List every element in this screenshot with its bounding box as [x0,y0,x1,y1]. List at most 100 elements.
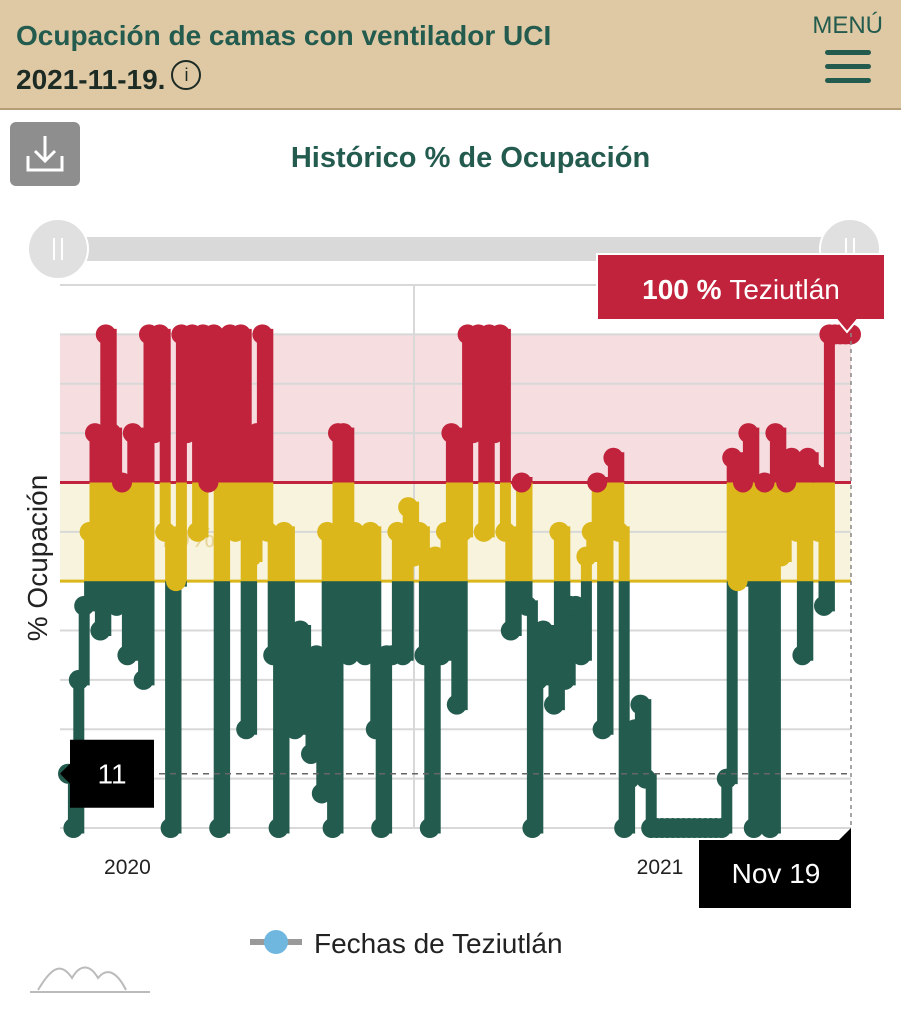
data-point [749,521,770,542]
data-point [333,423,354,444]
data-point [549,521,570,542]
y-crosshair-value: 11 [97,759,126,790]
data-point [284,719,305,740]
data-point [506,546,527,567]
data-point [247,423,267,444]
legend-item[interactable]: Fechas de Teziutlán [250,928,563,960]
data-point [452,521,473,542]
data-point [241,546,262,567]
data-point [727,571,748,592]
data-point [344,521,365,542]
data-point [517,595,537,616]
data-point [614,818,635,838]
data-point [198,472,219,493]
hamburger-icon [824,50,871,83]
data-point [295,669,316,690]
data-point [128,521,149,542]
download-button[interactable] [10,122,80,186]
data-point [436,521,456,542]
x-tick-label: 2021 [637,856,684,879]
menu-button[interactable]: MENÚ [812,12,883,92]
tooltip-name: Teziutlán [729,274,840,305]
data-point [106,595,127,616]
data-point [500,620,521,641]
data-point [306,645,327,666]
data-point [781,447,802,468]
data-point [770,546,791,567]
data-point [425,546,446,567]
data-point [176,423,197,444]
data-point [792,645,813,666]
data-point [743,818,764,838]
data-point [301,743,321,764]
data-point [511,472,532,493]
data-point [311,783,332,804]
data-point [635,768,656,789]
data-point [338,645,359,666]
data-point [85,423,105,444]
data-point [419,818,440,838]
y-crosshair-badge [60,739,154,808]
data-point [754,472,775,493]
x-crosshair-badge [699,828,851,908]
data-point [430,645,451,666]
legend-label: Fechas de Teziutlán [314,928,563,959]
data-point [544,694,564,715]
data-point [160,818,181,838]
data-point [630,694,651,715]
data-point [214,423,235,444]
data-point [598,497,618,518]
data-point [236,719,257,740]
x-tick-label: 2020 [104,856,151,879]
header: Ocupación de camas con ventilador UCI 202… [0,0,901,110]
data-point [554,669,575,690]
data-point [414,645,435,666]
data-point [490,324,510,345]
data-point [279,645,300,666]
data-point [587,472,608,493]
data-point [355,645,375,666]
data-point [149,324,170,345]
data-point [317,521,338,542]
chart-title: Histórico % de Ocupación [290,142,651,174]
y-axis-label: % Ocupación [22,475,53,642]
mountain-logo-icon [30,966,150,993]
data-point [155,521,176,542]
data-point [112,472,132,493]
data-point [79,521,100,542]
data-point [446,694,467,715]
legend-swatch [250,930,302,954]
data-point [722,447,743,468]
data-point [274,521,294,542]
data-point [122,423,143,444]
data-point [733,472,753,493]
data-point [68,669,89,690]
data-point [166,571,186,592]
data-point [263,645,284,666]
data-point [349,546,370,567]
data-point [441,423,462,444]
report-date: 2021-11-19. [16,64,166,95]
data-point [290,620,311,641]
data-point [787,521,807,542]
data-point [187,521,208,542]
data-point [365,719,386,740]
data-point [765,423,786,444]
range-handle-left[interactable] [27,218,89,280]
x-crosshair-value: Nov 19 [732,858,821,889]
info-icon[interactable]: i [171,60,202,90]
data-point [463,423,483,444]
data-point [398,497,419,518]
data-point [808,521,829,542]
data-point [252,324,273,345]
data-point [209,818,230,838]
data-point [101,423,122,444]
data-point [371,818,392,838]
data-point [257,521,278,542]
data-point [592,719,613,740]
data-point [776,472,797,493]
tooltip-text: 100 % Teziutlán [642,274,840,305]
data-point [230,324,251,345]
data-point [117,645,138,666]
